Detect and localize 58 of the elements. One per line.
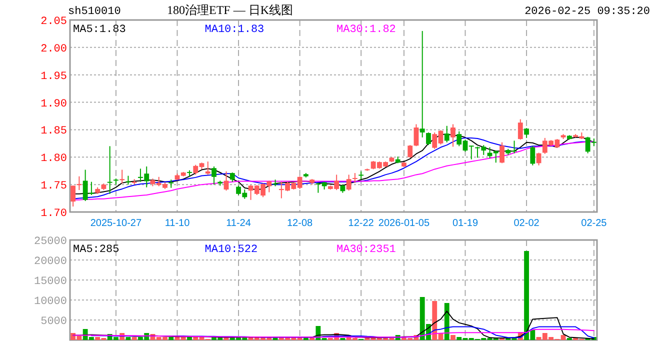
- chart-title: 180治理ETF — 日K线图: [167, 3, 293, 17]
- candlestick: [530, 146, 536, 166]
- text: MA10:522: [204, 244, 258, 256]
- candlestick: [426, 132, 431, 146]
- candlestick: [420, 30, 425, 138]
- candlestick: [76, 176, 82, 191]
- text: MA30:1.82: [336, 24, 396, 36]
- y-tick-label: 1.70: [40, 208, 67, 220]
- y-tick-label: 1.95: [40, 70, 67, 83]
- x-tick-label: 12-22: [348, 218, 374, 229]
- candlestick: [212, 166, 216, 186]
- bar: [126, 337, 131, 340]
- candlestick: [230, 172, 235, 182]
- x-tick-label: 11-10: [164, 218, 190, 229]
- y-tick-label: 5000: [40, 316, 67, 328]
- candlestick: [408, 144, 413, 158]
- x-tick-label: 11-24: [226, 218, 252, 229]
- text: sh510010: [68, 6, 121, 18]
- y-tick-label: 10000: [34, 296, 67, 308]
- line-series: [72, 328, 594, 338]
- text: MA5:1.83: [73, 24, 126, 36]
- bar: [132, 337, 137, 340]
- x-tick-label: 2026-01-05: [378, 218, 430, 229]
- candlestick: [224, 170, 229, 192]
- candlestick: [518, 118, 523, 140]
- x-tick-label: 01-19: [452, 218, 478, 229]
- text: 2026-02-25 09:35:20: [524, 6, 650, 18]
- candlestick: [352, 172, 358, 184]
- y-tick-label: 2.00: [40, 43, 67, 56]
- y-tick-label: 25000: [34, 236, 67, 248]
- bar: [168, 337, 174, 340]
- candlestick: [346, 174, 352, 192]
- y-tick-label: 20000: [34, 256, 67, 268]
- candlestick: [500, 142, 504, 164]
- text: MA5:285: [73, 244, 120, 256]
- text: MA10:1.83: [204, 24, 264, 36]
- y-tick-label: 1.85: [40, 126, 67, 138]
- candlestick: [205, 161, 210, 176]
- candlestick: [444, 125, 450, 143]
- bar: [450, 335, 456, 340]
- x-tick-label: 02-02: [514, 218, 540, 229]
- bar: [187, 337, 192, 340]
- candlestick: [450, 124, 456, 148]
- y-tick-label: 2.05: [40, 16, 67, 28]
- y-tick-label: 1.90: [40, 98, 67, 110]
- candlestick: [70, 185, 76, 208]
- x-tick-label: 02-25: [581, 218, 608, 229]
- x-tick-label: 12-08: [287, 218, 314, 229]
- candlestick: [524, 128, 529, 138]
- candlestick: [168, 179, 174, 188]
- y-tick-label: 15000: [34, 276, 67, 288]
- candlestick: [107, 146, 112, 194]
- x-tick-label: 2025-10-27: [90, 218, 142, 229]
- candlestick: [120, 169, 125, 184]
- text: MA30:2351: [336, 244, 396, 256]
- y-tick-label: 1.75: [40, 180, 67, 193]
- candlestick: [414, 124, 419, 147]
- y-tick-label: 1.80: [40, 153, 67, 166]
